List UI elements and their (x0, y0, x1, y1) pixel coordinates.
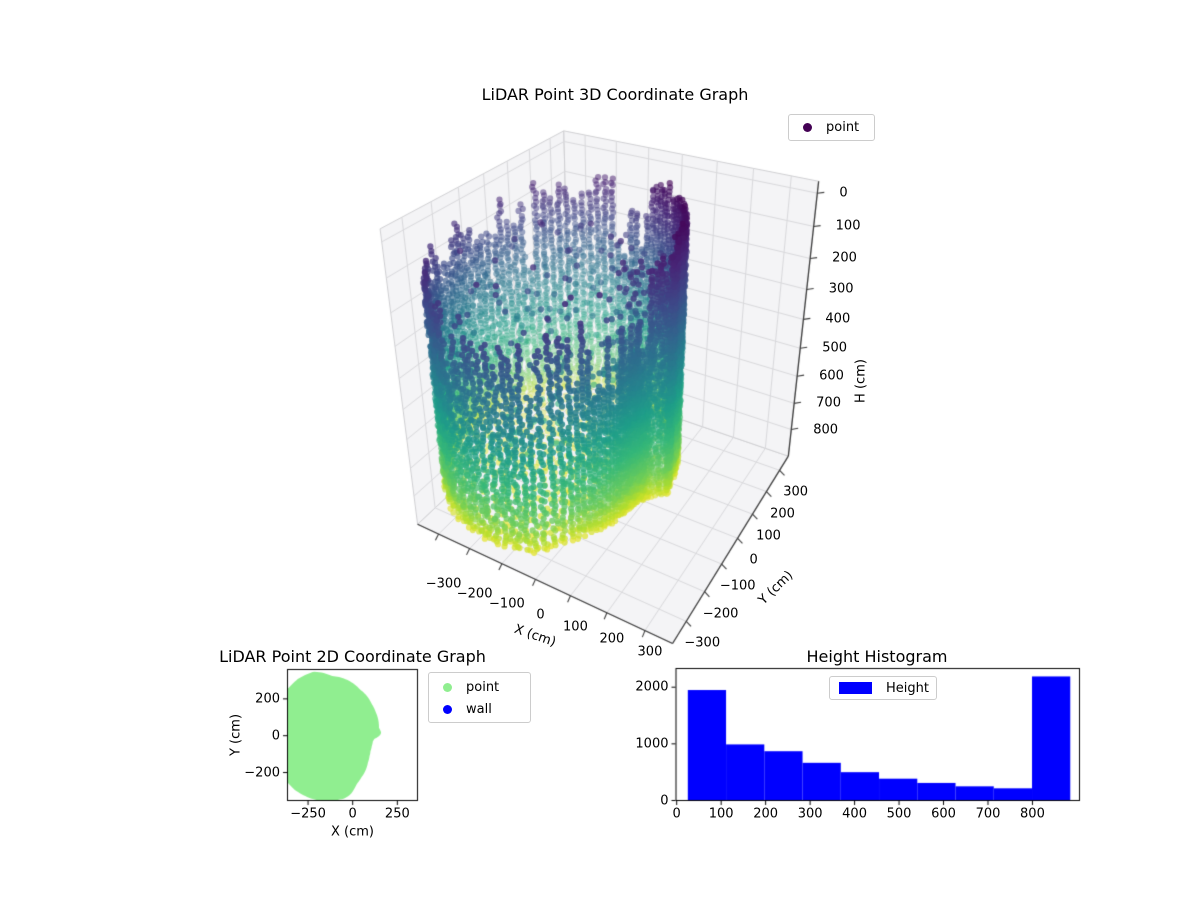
y-tick-label-3d: 0 (749, 552, 758, 568)
h-tick-label-3d: 600 (819, 368, 844, 384)
h-tick-label-3d: 500 (822, 340, 848, 356)
plot3d-legend: point (788, 114, 875, 141)
histogram-title: Height Histogram (806, 647, 948, 666)
h-axis-label-3d: H (cm) (853, 359, 869, 404)
x-tick-label-hist: 600 (931, 806, 956, 822)
h-tick-label-3d: 800 (813, 422, 839, 438)
x-tick-label-3d: −300 (425, 576, 462, 592)
y-tick-label-2d: 0 (271, 728, 280, 744)
x-tick-label-2d: 0 (348, 806, 357, 822)
y-tick-label-3d: −300 (684, 635, 721, 651)
h-tick-label-3d: 400 (825, 311, 851, 327)
h-tick-label-3d: 300 (828, 281, 854, 297)
point-marker-icon (443, 682, 452, 692)
plot2d-title: LiDAR Point 2D Coordinate Graph (219, 647, 486, 666)
x-tick-label-hist: 700 (975, 806, 1001, 822)
x-tick-label-2d: −250 (290, 806, 326, 822)
h-tick-label-3d: 0 (839, 185, 848, 201)
y-tick-label-hist: 2000 (635, 679, 669, 695)
histogram-legend-label: Height (886, 680, 929, 696)
x-tick-label-2d: 250 (384, 806, 410, 822)
y-tick-label-2d: −200 (244, 765, 280, 781)
plot3d-title: LiDAR Point 3D Coordinate Graph (481, 85, 749, 104)
x-tick-label-3d: −200 (456, 586, 493, 602)
plot2d-legend-wall-label: wall (466, 701, 492, 717)
plot2d-legend: point wall (428, 672, 531, 723)
legend-row-point: point (429, 676, 530, 698)
x-tick-label-hist: 0 (672, 806, 681, 822)
y-tick-label-hist: 1000 (635, 736, 669, 752)
plot3d-legend-label: point (826, 120, 860, 135)
point-marker-icon (803, 123, 812, 132)
wall-marker-icon (443, 704, 452, 714)
x-tick-label-3d: 300 (637, 644, 663, 660)
h-tick-label-3d: 200 (832, 250, 857, 266)
y-axis-label-2d: Y (cm) (228, 713, 244, 757)
y-tick-label-2d: 200 (255, 691, 280, 707)
x-tick-label-hist: 500 (886, 806, 912, 822)
legend-row-wall: wall (429, 698, 530, 720)
height-swatch-icon (839, 682, 872, 694)
x-tick-label-3d: −100 (489, 596, 525, 612)
histogram-legend: Height (829, 676, 937, 700)
x-axis-label-2d: X (cm) (331, 824, 374, 840)
x-tick-label-hist: 300 (797, 806, 823, 822)
y-tick-label-3d: 300 (783, 484, 809, 500)
h-tick-label-3d: 700 (816, 395, 841, 411)
x-tick-label-hist: 800 (1020, 806, 1045, 822)
h-tick-label-3d: 100 (835, 218, 861, 234)
x-tick-label-3d: 200 (599, 631, 625, 647)
x-tick-label-hist: 100 (708, 806, 734, 822)
plot2d-legend-point-label: point (466, 679, 500, 695)
y-tick-label-3d: 200 (770, 506, 795, 522)
x-tick-label-hist: 200 (753, 806, 779, 822)
x-tick-label-hist: 400 (842, 806, 867, 822)
x-tick-label-3d: 100 (563, 619, 588, 635)
y-tick-label-hist: 0 (660, 793, 669, 808)
y-tick-label-3d: 100 (756, 528, 781, 544)
y-tick-label-3d: −100 (719, 578, 756, 594)
x-tick-label-3d: 0 (536, 607, 545, 623)
y-tick-label-3d: −200 (702, 606, 739, 622)
